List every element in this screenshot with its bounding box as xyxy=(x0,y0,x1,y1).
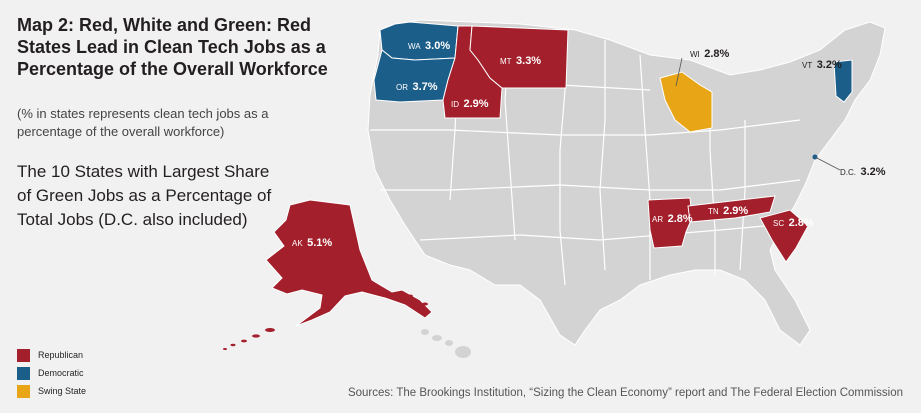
dc-leader-line xyxy=(814,156,841,171)
label-dc: D.C. 3.2% xyxy=(840,162,886,179)
state-wi xyxy=(659,71,713,133)
label-id: ID 2.9% xyxy=(451,94,489,111)
aleutian-islands xyxy=(223,294,428,350)
label-vt: VT 3.2% xyxy=(802,55,842,72)
wi-leader-line xyxy=(675,57,683,87)
label-sc: SC 2.8% xyxy=(773,213,814,230)
legend-item-swing: Swing State xyxy=(17,382,86,400)
label-tn: TN 2.9% xyxy=(708,201,748,218)
state-sc xyxy=(759,209,809,263)
legend-swatch-republican xyxy=(17,348,30,362)
label-or: OR 3.7% xyxy=(396,77,438,94)
legend-label-democratic: Democratic xyxy=(38,368,84,378)
label-mt: MT 3.3% xyxy=(500,51,541,68)
legend-label-republican: Republican xyxy=(38,350,84,360)
label-ar: AR 2.8% xyxy=(652,209,693,226)
sources-note: Sources: The Brookings Institution, “Siz… xyxy=(347,387,903,399)
legend-item-republican: Republican xyxy=(17,346,86,364)
label-wa: WA 3.0% xyxy=(408,36,450,53)
state-mt xyxy=(469,25,569,89)
legend-item-democratic: Democratic xyxy=(17,364,86,382)
legend: Republican Democratic Swing State xyxy=(17,346,86,400)
legend-swatch-swing xyxy=(17,384,30,398)
state-vt xyxy=(833,59,853,103)
state-ar xyxy=(647,197,693,249)
state-tn xyxy=(687,195,776,223)
map-title: Map 2: Red, White and Green: Red States … xyxy=(17,15,328,79)
legend-label-swing: Swing State xyxy=(38,386,87,396)
map-subtitle: (% in states represents clean tech jobs … xyxy=(17,106,269,139)
label-ak: AK 5.1% xyxy=(292,233,332,250)
state-ak xyxy=(265,199,433,327)
label-wi: WI 2.8% xyxy=(690,44,730,61)
map-headline: The 10 States with Largest Share of Gree… xyxy=(17,162,272,229)
legend-swatch-democratic xyxy=(17,366,30,380)
hawaii xyxy=(421,329,471,358)
